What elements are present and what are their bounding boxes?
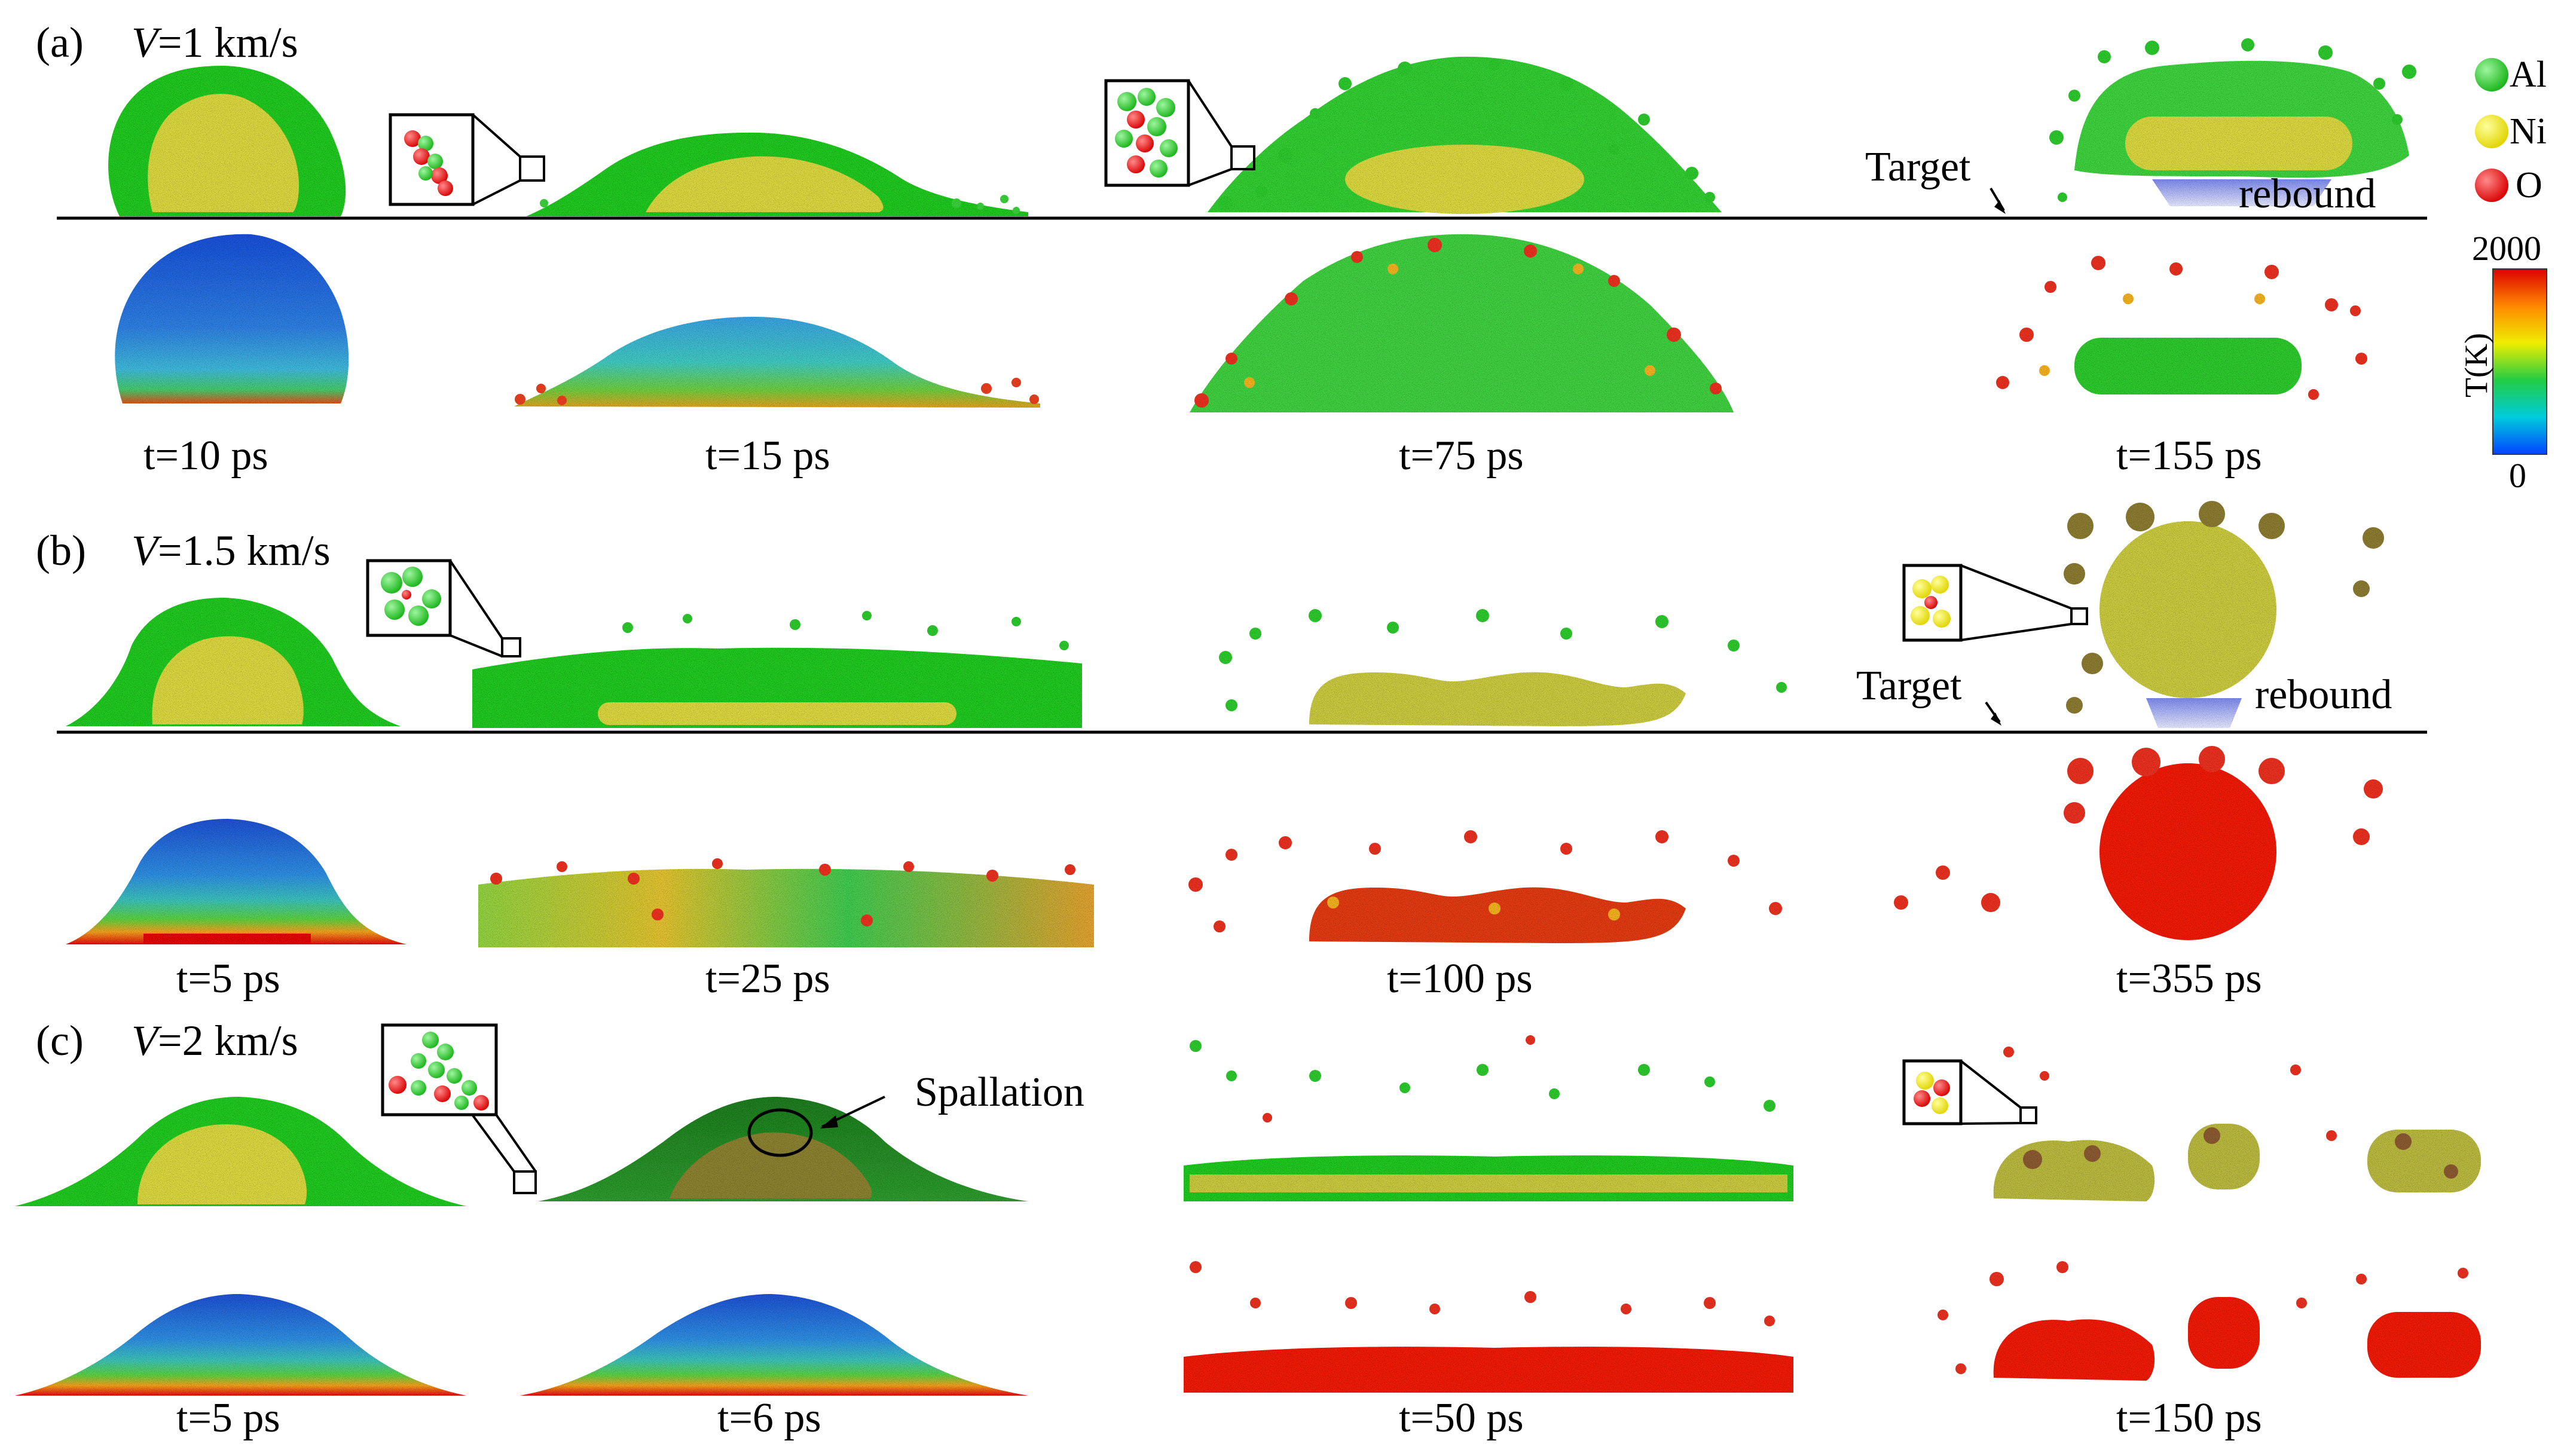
rebound-label-b: rebound — [2255, 672, 2392, 718]
panel-c: Spallation — [15, 1017, 2481, 1441]
time-c-2: t=6 ps — [717, 1395, 821, 1441]
temp-b-t25 — [478, 858, 1094, 947]
colorbar-label: T(K) — [2458, 333, 2494, 397]
panel-a: Target rebound t=10 ps t=15 ps t=75 ps t… — [36, 19, 2427, 479]
time-b-2: t=25 ps — [705, 956, 830, 1002]
temperature-colorbar: 2000 0 T(K) — [2458, 229, 2547, 495]
spallation-label: Spallation — [915, 1069, 1084, 1115]
target-label-a: Target — [1865, 144, 1971, 190]
droplet-a-t155-species — [2049, 38, 2416, 206]
time-a-1: t=10 ps — [143, 433, 268, 479]
droplet-b-t25-species — [472, 611, 1082, 728]
inset-a-t15 — [389, 113, 545, 206]
droplet-c-t5-species — [15, 1097, 466, 1206]
temp-a-t10 — [115, 234, 349, 403]
colorbar-min: 0 — [2509, 456, 2526, 495]
inset-b-t25 — [366, 559, 521, 657]
panel-label-b: (b) — [36, 527, 86, 574]
inset-a-t75 — [1104, 79, 1255, 187]
time-a-2: t=15 ps — [705, 433, 830, 479]
temp-b-t355 — [1894, 746, 2383, 940]
legend-label-o: O — [2516, 165, 2542, 206]
time-a-4: t=155 ps — [2116, 433, 2262, 479]
droplet-a-t75-species — [1208, 56, 1722, 214]
inset-c-t6 — [381, 1023, 537, 1194]
inset-c-t150 — [1902, 1059, 2037, 1125]
rebound-label-a: rebound — [2239, 171, 2376, 217]
time-c-4: t=150 ps — [2116, 1395, 2262, 1441]
velocity-c: V=2 km/s — [132, 1017, 298, 1065]
time-b-3: t=100 ps — [1387, 956, 1533, 1002]
spallation-ellipse — [747, 1108, 813, 1157]
time-b-1: t=5 ps — [176, 956, 280, 1002]
temp-b-t5 — [66, 819, 407, 944]
inset-b-t355 — [1902, 564, 2088, 642]
droplet-b-t100-species — [1219, 609, 1787, 726]
panel-b: Target rebound t=5 ps t=25 ps t=100 ps t… — [36, 501, 2427, 1002]
target-label-b: Target — [1856, 663, 1962, 709]
time-b-4: t=355 ps — [2116, 956, 2262, 1002]
droplet-c-t50-species — [1184, 1035, 1793, 1201]
droplet-a-t15-species — [526, 132, 1028, 216]
legend-dot-ni — [2475, 115, 2508, 148]
droplet-a-t10-species — [108, 66, 346, 216]
temp-a-t75 — [1190, 234, 1734, 412]
temp-c-t5 — [15, 1294, 466, 1396]
legend-dot-al — [2475, 58, 2508, 91]
temp-c-t150 — [1937, 1261, 2481, 1381]
temp-a-t15 — [514, 317, 1040, 408]
velocity-b: V=1.5 km/s — [132, 527, 331, 574]
temp-a-t155 — [1996, 256, 2367, 400]
colorbar-gradient — [2492, 268, 2547, 455]
droplet-b-t5-species — [66, 598, 401, 726]
colorbar-max: 2000 — [2472, 229, 2541, 268]
time-c-3: t=50 ps — [1399, 1395, 1524, 1441]
legend-label-al: Al — [2510, 54, 2547, 95]
legend-dot-o — [2475, 169, 2508, 202]
panel-label-c: (c) — [36, 1017, 84, 1065]
temp-c-t6 — [520, 1294, 1028, 1396]
legend-label-ni: Ni — [2510, 111, 2547, 152]
temp-c-t50 — [1184, 1261, 1793, 1393]
panel-label-a: (a) — [36, 19, 84, 66]
droplet-c-t150-species — [1907, 1047, 2481, 1201]
time-a-3: t=75 ps — [1399, 433, 1524, 479]
temp-b-t100 — [1188, 830, 1782, 943]
time-c-1: t=5 ps — [176, 1395, 280, 1441]
velocity-a: V=1 km/s — [132, 19, 298, 66]
species-legend: Al Ni O — [2475, 54, 2547, 206]
droplet-c-t6-species — [538, 1097, 1028, 1201]
droplet-b-t355-species — [2064, 501, 2384, 728]
